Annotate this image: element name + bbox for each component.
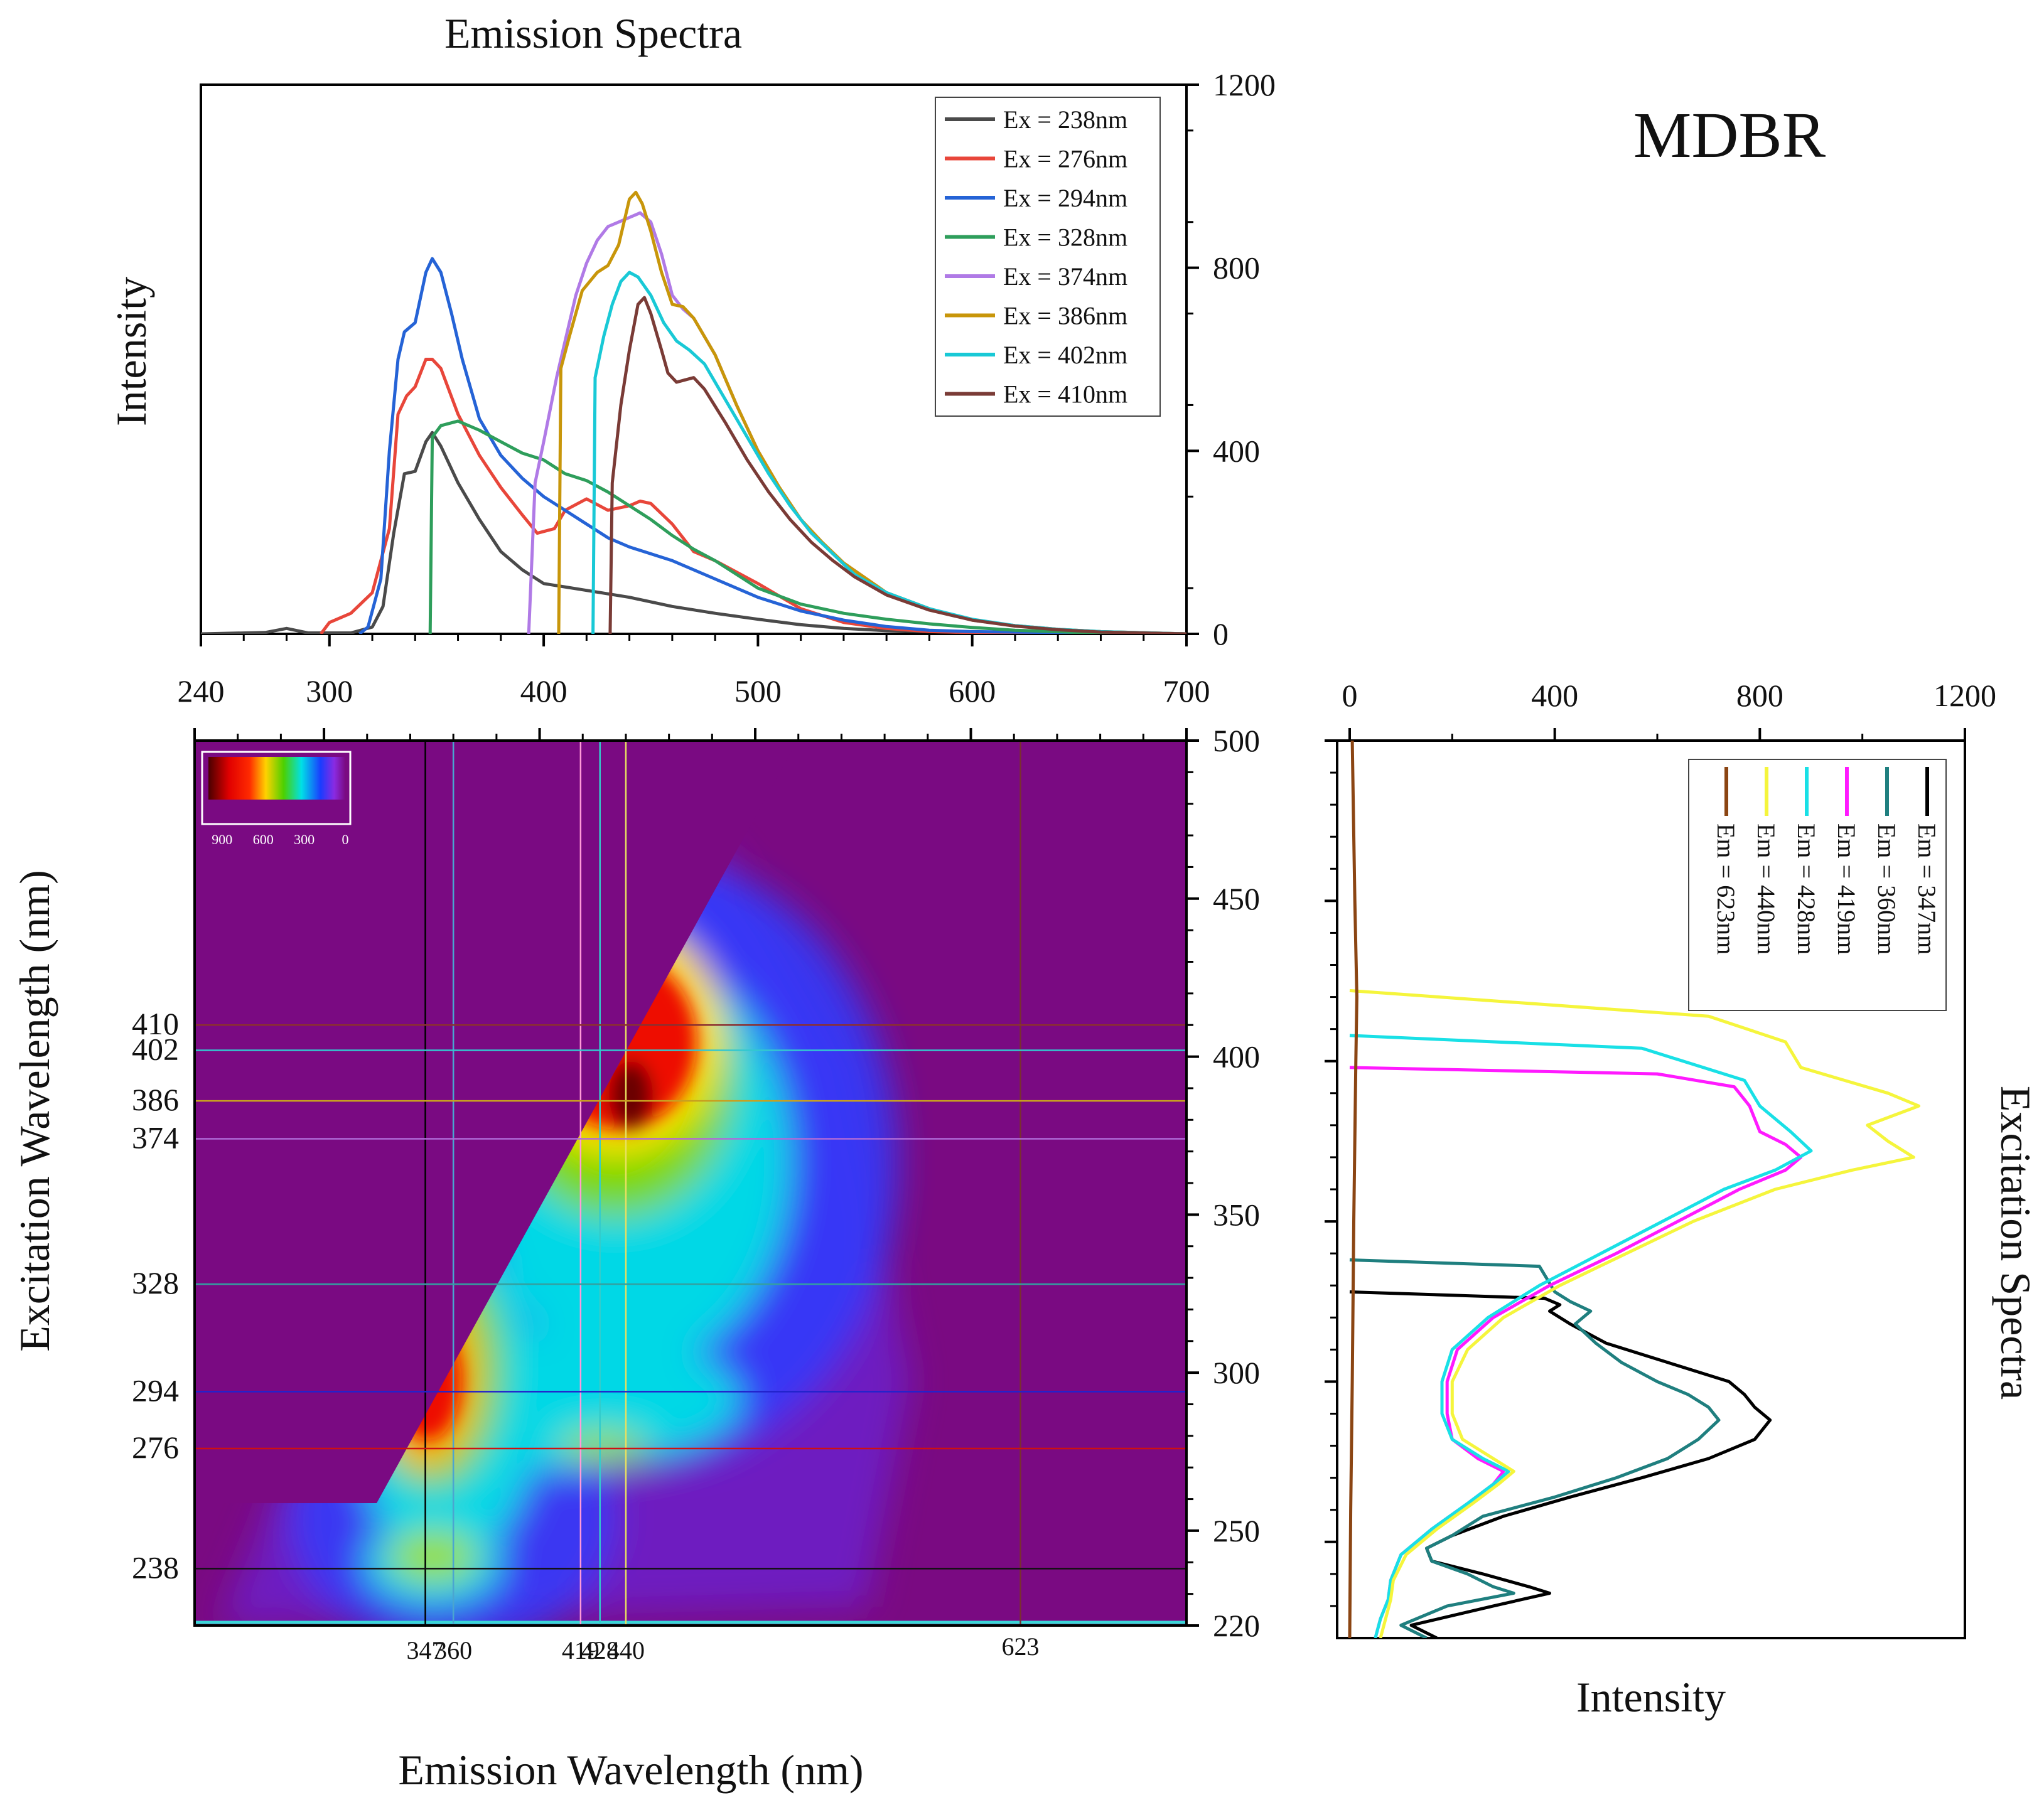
colorbar-tick-label: 300 <box>294 832 315 847</box>
emission-y-axis-label: Intensity <box>107 277 155 426</box>
map-right-ticks: 220 250 300 350 400 450 500 <box>1186 723 1260 1643</box>
emission-legend-label: Ex = 386nm <box>1003 302 1127 330</box>
emission-y-ticks: 0 400 800 1200 <box>1186 67 1276 651</box>
emission-series-line <box>608 296 1186 634</box>
emission-x-tick-label: 300 <box>306 673 353 709</box>
map-right-tick-label: 350 <box>1213 1197 1260 1232</box>
map-right-tick-label: 500 <box>1213 723 1260 758</box>
emission-x-ticks: 240 300 400 500 600 700 <box>178 634 1210 709</box>
excitation-series-line <box>1349 1034 1813 1638</box>
excitation-x-ticks: 0 400 800 1200 <box>1342 678 1996 741</box>
map-right-tick-label: 220 <box>1213 1608 1260 1643</box>
emission-plot-frame <box>200 83 1188 635</box>
excitation-legend-label: Em = 419nm <box>1832 823 1861 955</box>
map-excitation-label: 238 <box>132 1550 179 1585</box>
emission-legend-label: Ex = 410nm <box>1003 380 1127 409</box>
map-peak-core <box>609 1061 653 1130</box>
excitation-legend-label: Em = 360nm <box>1873 823 1901 955</box>
colorbar: 900 600 300 0 <box>201 751 352 847</box>
excitation-legend-label: Em = 623nm <box>1712 823 1740 955</box>
map-top-ticks <box>193 728 1188 741</box>
emission-y-tick-label: 800 <box>1213 250 1260 286</box>
map-right-tick-label: 300 <box>1213 1355 1260 1390</box>
excitation-series-line <box>1349 1290 1772 1638</box>
map-emission-label: 623 <box>1002 1632 1040 1661</box>
colorbar-tick-label: 0 <box>342 832 349 847</box>
emission-series-lines <box>201 190 1186 634</box>
excitation-legend-label: Em = 428nm <box>1792 823 1821 955</box>
emission-legend-label: Ex = 294nm <box>1003 184 1127 212</box>
map-right-tick-label: 400 <box>1213 1039 1260 1074</box>
excitation-series-line <box>1349 1066 1803 1638</box>
map-right-tick-label: 250 <box>1213 1513 1260 1548</box>
emission-y-tick-label: 0 <box>1213 616 1229 651</box>
emission-legend-label: Ex = 374nm <box>1003 262 1127 291</box>
map-excitation-label: 328 <box>132 1265 179 1300</box>
excitation-x-tick-label: 800 <box>1736 678 1783 713</box>
emission-y-tick-label: 400 <box>1213 433 1260 468</box>
excitation-y-ticks <box>1325 739 1337 1607</box>
map-contour-band <box>559 1431 647 1462</box>
map-masked-region <box>195 741 797 1503</box>
map-right-tick-label: 450 <box>1213 881 1260 916</box>
excitation-legend-box <box>1688 759 1947 1011</box>
emission-y-tick-label: 1200 <box>1213 67 1276 102</box>
emission-x-tick-label: 700 <box>1163 673 1210 709</box>
emission-legend-label: Ex = 276nm <box>1003 145 1127 173</box>
excitation-series-lines <box>1348 741 1920 1638</box>
map-y-axis-label: Excitation Wavelength (nm) <box>11 870 58 1352</box>
emission-legend-label: Ex = 402nm <box>1003 341 1127 369</box>
excitation-x-tick-label: 0 <box>1342 678 1358 713</box>
emission-x-tick-label: 240 <box>178 673 225 709</box>
map-excitation-label: 276 <box>132 1430 179 1465</box>
excitation-legend-label: Em = 347nm <box>1913 823 1941 955</box>
map-excitation-label: 410 <box>132 1006 179 1041</box>
map-excitation-label: 294 <box>132 1373 179 1408</box>
map-excitation-label: 386 <box>132 1082 179 1117</box>
excitation-chart-title: Excitation Spectra <box>1992 1086 2040 1400</box>
excitation-emission-map <box>195 741 1186 1626</box>
colorbar-tick-label: 900 <box>212 832 232 847</box>
emission-x-tick-label: 400 <box>520 673 567 709</box>
colorbar-gradient <box>208 757 345 800</box>
emission-x-tick-label: 500 <box>734 673 782 709</box>
map-emission-label: 419 <box>562 1636 600 1664</box>
excitation-series-line <box>1348 741 1358 1638</box>
map-excitation-label: 402 <box>132 1032 179 1067</box>
colorbar-tick-label: 600 <box>253 832 274 847</box>
emission-legend: Ex = 238nm Ex = 276nm Ex = 294nm Ex = 328nm… <box>935 97 1161 417</box>
map-contour-band <box>389 1531 477 1582</box>
map-emission-label: 360 <box>434 1636 472 1664</box>
emission-series-line <box>428 419 1186 634</box>
excitation-legend-label: Em = 440nm <box>1752 823 1780 955</box>
map-emission-label: 347 <box>407 1636 444 1664</box>
excitation-x-axis-label: Intensity <box>1576 1673 1726 1721</box>
emission-series-line <box>358 257 1186 634</box>
emission-series-line <box>201 431 1186 634</box>
sample-label: MDBR <box>1633 99 1826 171</box>
emission-legend-label: Ex = 238nm <box>1003 105 1127 134</box>
emission-chart-title: Emission Spectra <box>444 9 742 57</box>
excitation-legend: Em = 347nm Em = 360nm Em = 419nm Em = 428nm… <box>1688 759 1947 1011</box>
excitation-x-tick-label: 400 <box>1531 678 1578 713</box>
emission-legend-box <box>935 97 1161 417</box>
map-x-axis-label: Emission Wavelength (nm) <box>398 1746 863 1794</box>
map-excitation-label: 374 <box>132 1120 179 1155</box>
map-emission-label: 440 <box>607 1636 645 1664</box>
emission-legend-label: Ex = 328nm <box>1003 223 1127 252</box>
excitation-x-tick-label: 1200 <box>1934 678 1996 713</box>
excitation-series-line <box>1349 1258 1721 1638</box>
excitation-series-line <box>1349 988 1920 1638</box>
emission-x-tick-label: 600 <box>949 673 996 709</box>
map-emission-label: 428 <box>581 1636 619 1664</box>
